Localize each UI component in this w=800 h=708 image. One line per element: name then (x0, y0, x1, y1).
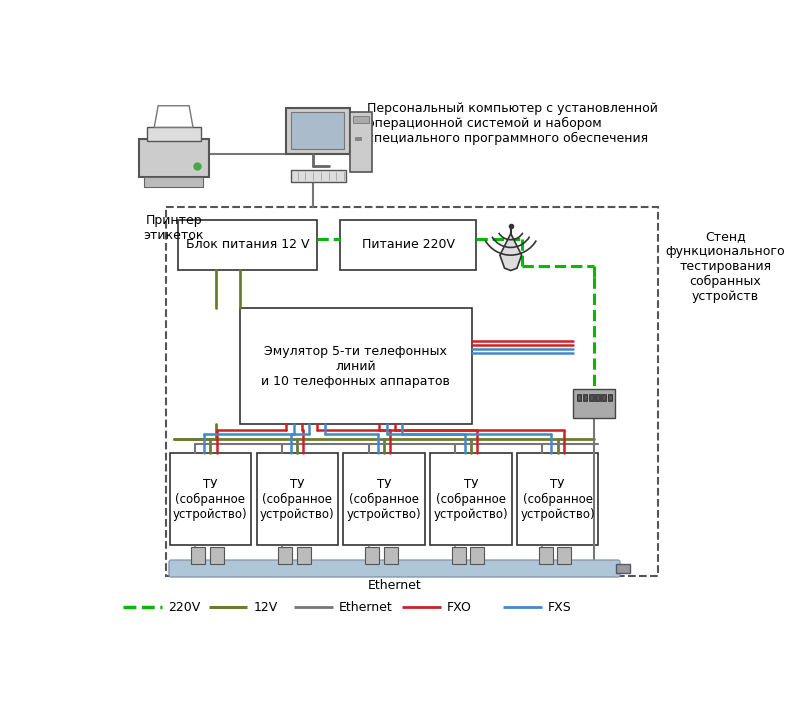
Bar (584, 395, 586, 400)
Text: Принтер
этикеток: Принтер этикеток (143, 214, 204, 241)
Bar (430, 453, 511, 545)
Bar (343, 453, 425, 545)
Text: ТУ
(собранное
устройство): ТУ (собранное устройство) (346, 478, 422, 521)
Text: Эмулятор 5-ти телефонных
линий
и 10 телефонных аппаратов: Эмулятор 5-ти телефонных линий и 10 теле… (262, 345, 450, 387)
Bar (590, 395, 593, 400)
Bar (239, 308, 472, 424)
Bar (595, 394, 600, 401)
Text: ТУ
(собранное
устройство): ТУ (собранное устройство) (173, 478, 248, 521)
Text: ТУ
(собранное
устройство): ТУ (собранное устройство) (520, 478, 595, 521)
Bar (470, 547, 485, 564)
Bar (138, 139, 209, 178)
Bar (589, 394, 594, 401)
Bar (297, 547, 310, 564)
Bar (350, 112, 372, 172)
Text: FXS: FXS (548, 600, 572, 614)
Text: Питание 220V: Питание 220V (362, 238, 454, 251)
Text: ТУ
(собранное
устройство): ТУ (собранное устройство) (434, 478, 508, 521)
Bar (144, 178, 203, 187)
Text: ТУ
(собранное
устройство): ТУ (собранное устройство) (260, 478, 334, 521)
Text: 220V: 220V (168, 600, 201, 614)
Bar (354, 116, 369, 123)
Text: Ethernet: Ethernet (368, 579, 422, 592)
Bar (573, 389, 615, 418)
Bar (146, 127, 201, 141)
Text: Ethernet: Ethernet (338, 600, 393, 614)
FancyBboxPatch shape (169, 560, 620, 577)
Bar (517, 453, 598, 545)
Bar (616, 564, 630, 573)
Bar (578, 395, 581, 400)
Bar (602, 394, 606, 401)
Bar (583, 394, 587, 401)
Text: Блок питания 12 V: Блок питания 12 V (186, 238, 309, 251)
Bar (291, 112, 344, 149)
Bar (596, 395, 599, 400)
Polygon shape (154, 105, 193, 127)
Bar (286, 108, 350, 154)
Bar (191, 547, 206, 564)
Bar (608, 394, 612, 401)
Bar (291, 170, 346, 182)
Bar (538, 547, 553, 564)
Bar (558, 547, 571, 564)
Bar (384, 547, 398, 564)
Bar (340, 219, 476, 270)
Bar (609, 395, 611, 400)
Bar (178, 219, 317, 270)
Bar (166, 207, 658, 576)
Polygon shape (500, 234, 522, 270)
Bar (602, 395, 606, 400)
Bar (170, 453, 251, 545)
Text: FXO: FXO (447, 600, 472, 614)
Bar (452, 547, 466, 564)
Bar (257, 453, 338, 545)
Text: Персональный компьютер с установленной
операционной системой и набором
специальн: Персональный компьютер с установленной о… (367, 102, 658, 145)
Bar (577, 394, 582, 401)
Bar (210, 547, 224, 564)
Text: Стенд
функционального
тестирования
собранных
устройств: Стенд функционального тестирования собра… (666, 229, 786, 303)
Bar (278, 547, 292, 564)
Bar (365, 547, 379, 564)
Bar (355, 137, 361, 139)
Text: 12V: 12V (254, 600, 278, 614)
